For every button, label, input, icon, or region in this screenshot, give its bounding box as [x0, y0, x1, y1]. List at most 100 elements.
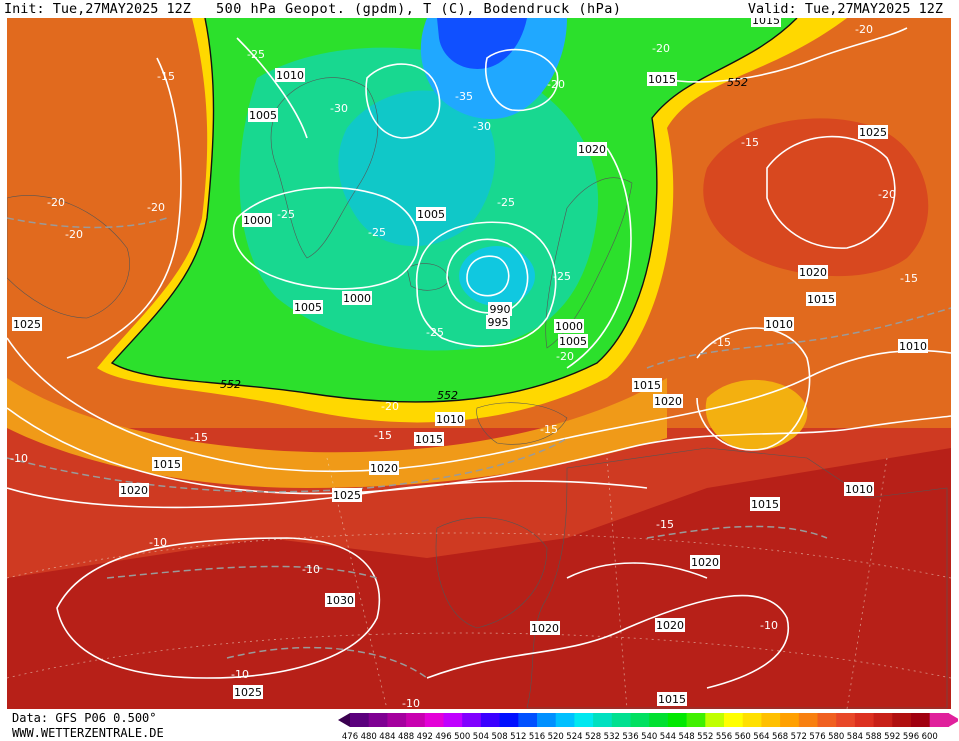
svg-text:1020: 1020	[370, 462, 398, 475]
legend-swatch	[443, 713, 463, 727]
legend-tick-label: 512	[510, 732, 526, 741]
legend-swatch	[911, 713, 931, 727]
legend-tick-label: 536	[622, 732, 638, 741]
pressure-label: 1015	[750, 497, 780, 511]
legend-tick-label: 556	[716, 732, 732, 741]
legend-swatch	[574, 713, 594, 727]
legend-tick-label: 560	[735, 732, 751, 741]
svg-text:1030: 1030	[326, 594, 354, 607]
temperature-label: -10	[231, 668, 249, 681]
pressure-label: 1020	[119, 483, 149, 497]
temperature-label: -20	[381, 400, 399, 413]
legend-swatch	[742, 713, 762, 727]
geopot-label: 552	[220, 378, 241, 391]
temperature-label: -30	[330, 102, 348, 115]
svg-text:1025: 1025	[333, 489, 361, 502]
temperature-label: -35	[455, 90, 473, 103]
legend-swatch	[873, 713, 893, 727]
legend-tick-label: 552	[697, 732, 713, 741]
pressure-label: 1020	[690, 555, 720, 569]
svg-text:1015: 1015	[752, 18, 780, 27]
temperature-label: -10	[10, 452, 28, 465]
legend-swatch	[667, 713, 688, 727]
legend-swatch	[387, 713, 407, 727]
legend-swatch	[817, 713, 837, 727]
weather-map: 1010 1005 1000 1005 1000 1005 990 995 10…	[7, 18, 951, 709]
legend-tick-label: 544	[660, 732, 676, 741]
temperature-label: -20	[556, 350, 574, 363]
legend-swatch	[518, 713, 538, 727]
color-legend: 476 480 484 488 492 496 500 504 508 512 516 520 524 5…	[338, 713, 958, 741]
legend-tick-label: 500	[454, 732, 470, 741]
svg-text:1020: 1020	[799, 266, 827, 279]
legend-tick-label: 580	[828, 732, 844, 741]
valid-time: Valid: Tue,27MAY2025 12Z	[747, 1, 943, 17]
legend-tick-label: 568	[772, 732, 788, 741]
legend-tick-label: 480	[361, 732, 377, 741]
pressure-label: 1015	[806, 292, 836, 306]
svg-text:990: 990	[490, 303, 511, 316]
svg-text:1010: 1010	[899, 340, 927, 353]
legend-swatches	[338, 713, 958, 727]
pressure-label: 1010	[898, 339, 928, 353]
pressure-label: 1015	[414, 432, 444, 446]
svg-text:1020: 1020	[656, 619, 684, 632]
svg-text:1000: 1000	[343, 292, 371, 305]
legend-tick-label: 496	[435, 732, 451, 741]
legend-tick-label: 572	[791, 732, 807, 741]
legend-swatch	[593, 713, 613, 727]
legend-tick-label: 596	[903, 732, 919, 741]
svg-text:1015: 1015	[658, 693, 686, 706]
pressure-label: 1015	[751, 18, 781, 27]
pressure-label: 1010	[764, 317, 794, 331]
legend-tick-label: 476	[342, 732, 358, 741]
pressure-label: 1005	[558, 334, 588, 348]
temperature-label: -20	[547, 78, 565, 91]
legend-swatch	[892, 713, 912, 727]
pressure-label: 1025	[332, 488, 362, 502]
cyan-region	[338, 90, 496, 247]
init-time: Init: Tue,27MAY2025 12Z	[4, 1, 191, 17]
pressure-label: 1005	[293, 300, 323, 314]
svg-text:1015: 1015	[807, 293, 835, 306]
legend-swatch	[630, 713, 650, 727]
svg-text:1005: 1005	[417, 208, 445, 221]
legend-swatch	[368, 713, 388, 727]
legend-tick-label: 584	[847, 732, 863, 741]
temperature-label: -20	[878, 188, 896, 201]
temperature-label: -25	[553, 270, 571, 283]
svg-text:1015: 1015	[751, 498, 779, 511]
pressure-label: 1010	[435, 412, 465, 426]
legend-tick-label: 488	[398, 732, 414, 741]
svg-text:1010: 1010	[845, 483, 873, 496]
legend-tick-label: 592	[884, 732, 900, 741]
svg-text:1025: 1025	[859, 126, 887, 139]
svg-text:1000: 1000	[243, 214, 271, 227]
temperature-label: -20	[855, 23, 873, 36]
legend-swatch	[780, 713, 800, 727]
temperature-label: -15	[157, 70, 175, 83]
pressure-label: 1015	[152, 457, 182, 471]
legend-arrow-left	[338, 713, 350, 727]
svg-text:995: 995	[488, 316, 509, 329]
pressure-label: 1020	[369, 461, 399, 475]
legend-tick-label: 508	[491, 732, 507, 741]
legend-tick-label: 516	[529, 732, 545, 741]
geopot-labels: 552 552 552	[220, 76, 748, 402]
legend-swatch	[686, 713, 706, 727]
legend-swatch	[555, 713, 575, 727]
pressure-label: 1030	[325, 593, 355, 607]
pressure-label: 1025	[858, 125, 888, 139]
temperature-label: -30	[473, 120, 491, 133]
deep-blue-core	[437, 18, 527, 69]
pressure-label: 1005	[248, 108, 278, 122]
temperature-label: -15	[741, 136, 759, 149]
temperature-label: -10	[149, 536, 167, 549]
low-pressure-core	[459, 246, 535, 306]
temperature-label: -15	[900, 272, 918, 285]
pressure-labels: 1010 1005 1000 1005 1000 1005 990 995 10…	[12, 18, 928, 706]
contour-552	[110, 18, 798, 403]
legend-swatch	[798, 713, 818, 727]
legend-tick-label: 532	[604, 732, 620, 741]
svg-text:1005: 1005	[559, 335, 587, 348]
